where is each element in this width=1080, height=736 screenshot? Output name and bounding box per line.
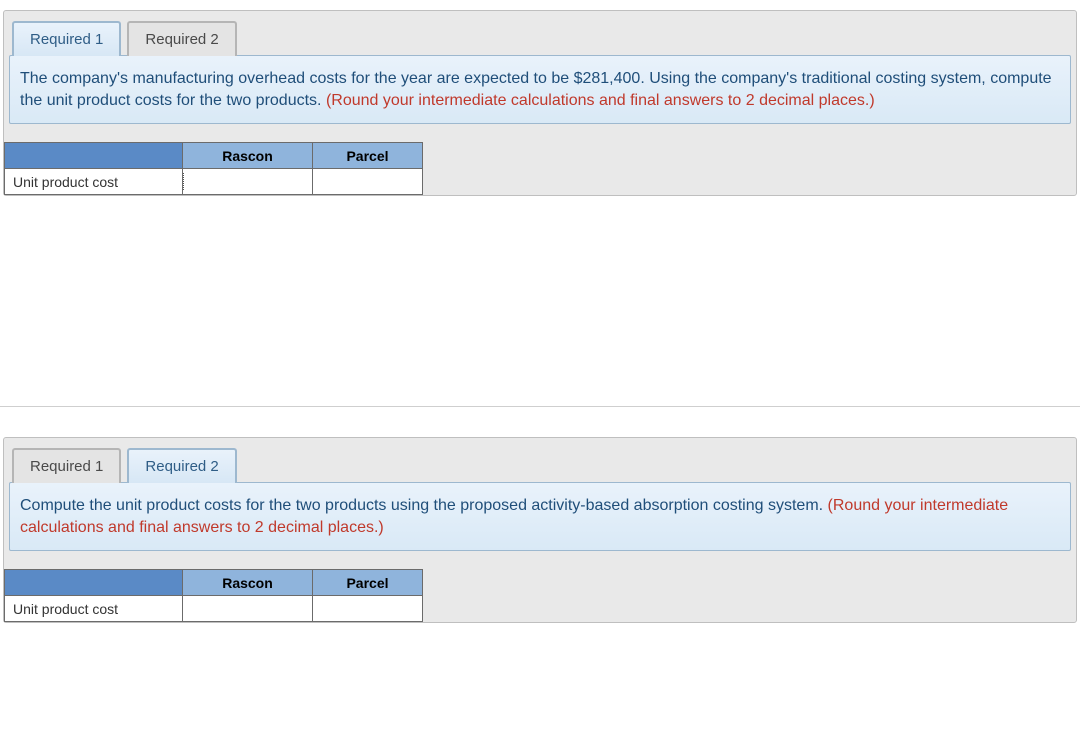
instruction-hint: (Round your intermediate calculations an… [326, 92, 875, 109]
header-rascon: Rascon [183, 143, 313, 169]
header-parcel: Parcel [313, 143, 423, 169]
header-parcel: Parcel [313, 570, 423, 596]
separator-gap [0, 196, 1080, 406]
input-rascon[interactable] [183, 169, 313, 195]
tab-required-2[interactable]: Required 2 [127, 448, 236, 483]
answer-table: Rascon Parcel Unit product cost [4, 569, 423, 622]
tab-required-1[interactable]: Required 1 [12, 448, 121, 483]
table-header-row: Rascon Parcel [5, 143, 423, 169]
tab-required-1[interactable]: Required 1 [12, 21, 121, 56]
tab-row: Required 1 Required 2 [4, 438, 1076, 483]
question-panel-2: Required 1 Required 2 Compute the unit p… [3, 437, 1077, 623]
header-blank [5, 570, 183, 596]
table-header-row: Rascon Parcel [5, 570, 423, 596]
input-parcel[interactable] [313, 596, 423, 622]
answer-table: Rascon Parcel Unit product cost [4, 142, 423, 195]
header-rascon: Rascon [183, 570, 313, 596]
question-panel-1: Required 1 Required 2 The company's manu… [3, 10, 1077, 196]
row-label: Unit product cost [5, 169, 183, 195]
tab-row: Required 1 Required 2 [4, 11, 1076, 56]
table-row: Unit product cost [5, 596, 423, 622]
table-row: Unit product cost [5, 169, 423, 195]
header-blank [5, 143, 183, 169]
instruction-main: Compute the unit product costs for the t… [20, 497, 828, 514]
instruction-text: The company's manufacturing overhead cos… [9, 55, 1071, 124]
row-label: Unit product cost [5, 596, 183, 622]
input-parcel[interactable] [313, 169, 423, 195]
input-rascon[interactable] [183, 596, 313, 622]
instruction-text: Compute the unit product costs for the t… [9, 482, 1071, 551]
tab-required-2[interactable]: Required 2 [127, 21, 236, 56]
separator-line [0, 406, 1080, 407]
